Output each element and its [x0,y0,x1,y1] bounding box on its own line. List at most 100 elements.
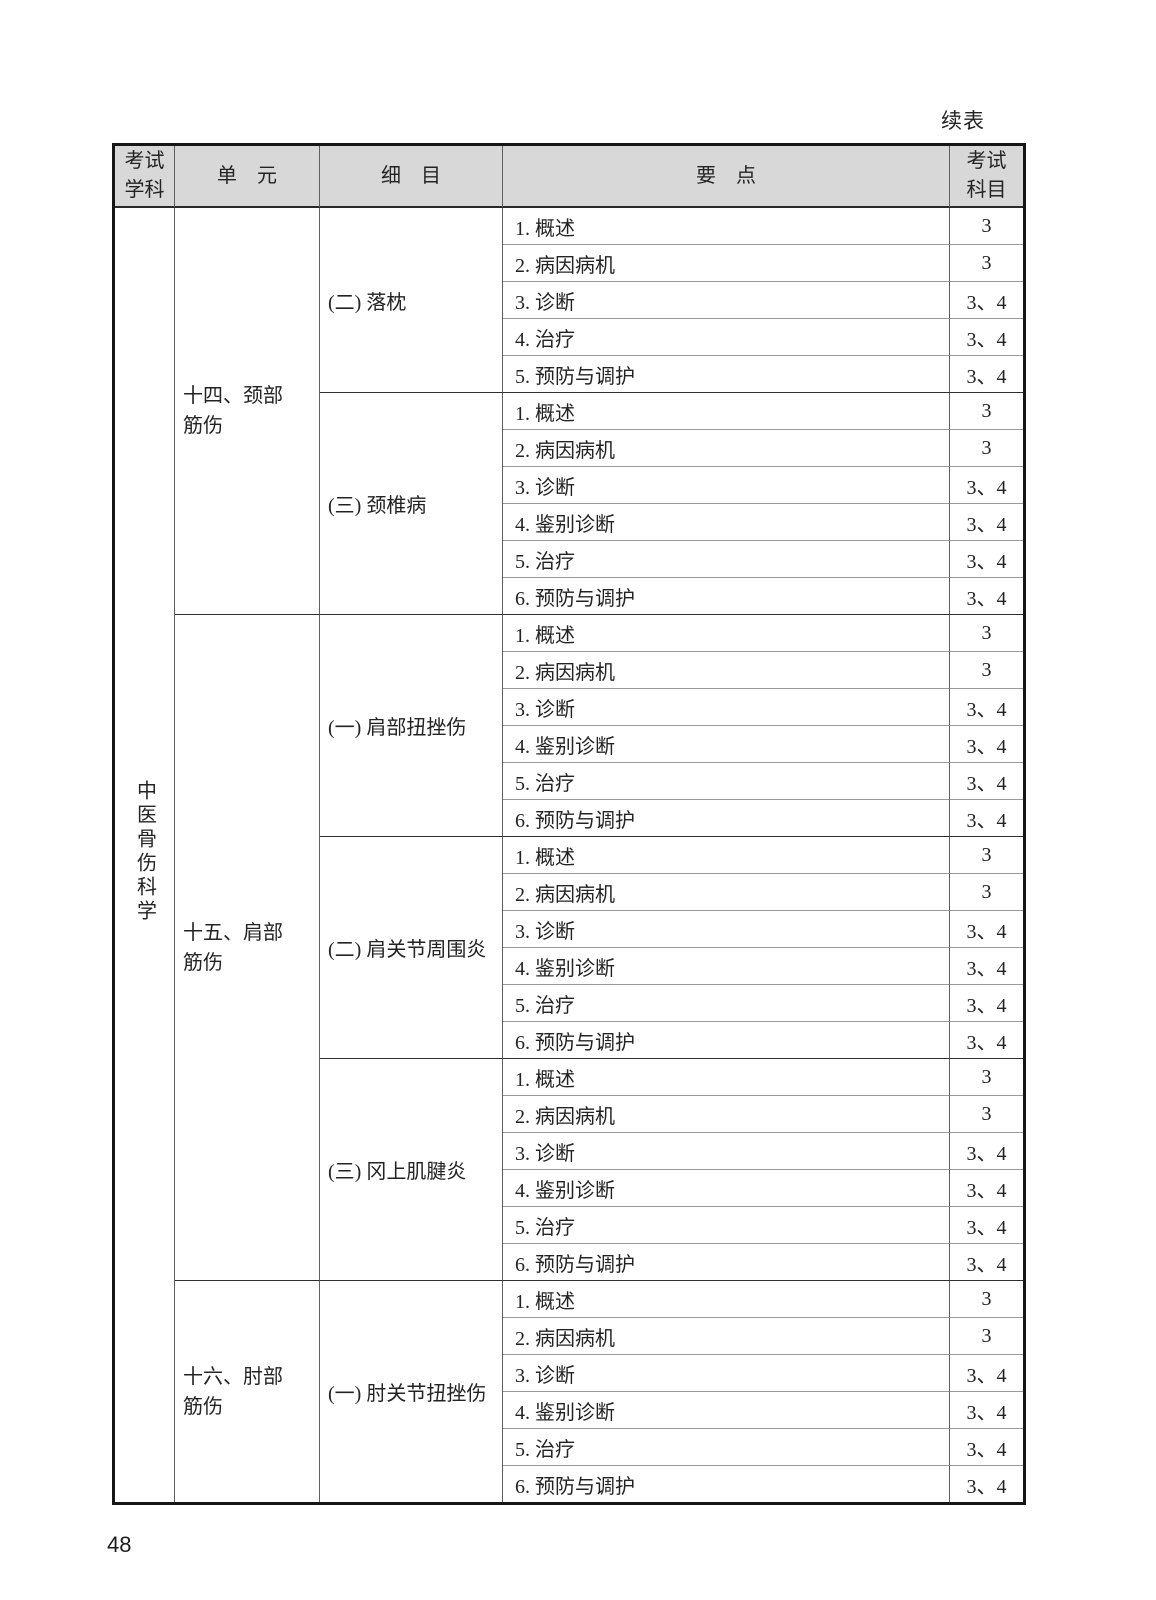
subject-cell: 3、4 [950,1022,1023,1059]
subject-cell: 3 [950,874,1023,911]
continued-table-label: 续表 [941,109,985,133]
table-row: 3. 诊断 3、4 [115,1133,1023,1170]
subject-cell: 3 [950,1059,1023,1096]
detail-cell: (一) 肩部扭挫伤 [320,615,503,837]
table-row: 2. 病因病机 3 [115,430,1023,467]
subject-cell: 3、4 [950,504,1023,541]
subject-cell: 3、4 [950,356,1023,393]
table-row: 5. 治疗 3、4 [115,1207,1023,1244]
point-cell: 3. 诊断 [503,467,950,504]
table-row: 2. 病因病机 3 [115,1096,1023,1133]
subject-cell: 3、4 [950,726,1023,763]
point-cell: 1. 概述 [503,393,950,430]
subject-cell: 3 [950,245,1023,282]
table-row: 5. 治疗 3、4 [115,985,1023,1022]
point-cell: 1. 概述 [503,1059,950,1096]
subject-cell: 3、4 [950,763,1023,800]
point-cell: 4. 鉴别诊断 [503,1392,950,1429]
table-row: 3. 诊断 3、4 [115,1355,1023,1392]
point-cell: 3. 诊断 [503,1133,950,1170]
point-cell: 2. 病因病机 [503,1318,950,1355]
table-row: 4. 鉴别诊断 3、4 [115,504,1023,541]
point-cell: 2. 病因病机 [503,1096,950,1133]
subject-cell: 3、4 [950,1133,1023,1170]
point-cell: 1. 概述 [503,208,950,245]
point-cell: 6. 预防与调护 [503,1244,950,1281]
table-row: 5. 治疗 3、4 [115,763,1023,800]
point-cell: 5. 治疗 [503,763,950,800]
subject-cell: 3、4 [950,467,1023,504]
subject-cell: 3、4 [950,985,1023,1022]
subject-cell: 3、4 [950,911,1023,948]
point-cell: 5. 治疗 [503,1207,950,1244]
header-cell-discipline: 考试 学科 [115,146,175,208]
point-cell: 2. 病因病机 [503,652,950,689]
point-cell: 3. 诊断 [503,1355,950,1392]
subject-cell: 3、4 [950,1170,1023,1207]
header-row: 考试 学科 单 元 细 目 要 点 考试 科目 [115,146,1023,208]
discipline-label: 中医骨伤科学 [133,780,156,924]
point-cell: 5. 治疗 [503,1429,950,1466]
table-row: 3. 诊断 3、4 [115,689,1023,726]
subject-cell: 3、4 [950,1355,1023,1392]
subject-cell: 3 [950,1096,1023,1133]
point-cell: 1. 概述 [503,837,950,874]
subject-cell: 3、4 [950,1207,1023,1244]
table-row: 3. 诊断 3、4 [115,467,1023,504]
subject-cell: 3、4 [950,948,1023,985]
point-cell: 6. 预防与调护 [503,800,950,837]
table-row: 5. 预防与调护 3、4 [115,356,1023,393]
point-cell: 4. 治疗 [503,319,950,356]
subject-cell: 3、4 [950,1429,1023,1466]
point-cell: 2. 病因病机 [503,874,950,911]
point-cell: 5. 预防与调护 [503,356,950,393]
subject-cell: 3、4 [950,1392,1023,1429]
table-row: 4. 治疗 3、4 [115,319,1023,356]
table-row: 十五、肩部 筋伤 (一) 肩部扭挫伤 1. 概述 3 [115,615,1023,1281]
table-row: 3. 诊断 3、4 [115,282,1023,319]
table-row: 中医骨伤科学 十四、颈部 筋伤 (二) 落枕 1. 概述 3 [115,208,1023,1502]
subject-cell: 3、4 [950,689,1023,726]
table-row: 2. 病因病机 3 [115,1318,1023,1355]
table-row: 6. 预防与调护 3、4 [115,800,1023,837]
table-row: 2. 病因病机 3 [115,245,1023,282]
subject-cell: 3、4 [966,1475,1007,1498]
subject-cell: 3 [950,430,1023,467]
point-cell: 4. 鉴别诊断 [503,1170,950,1207]
point-cell: 5. 治疗 [503,541,950,578]
point-cell: 6. 预防与调护 [503,1022,950,1059]
table-row: 6. 预防与调护 3、4 [115,578,1023,615]
point-cell: 2. 病因病机 [503,430,950,467]
point-cell: 5. 治疗 [503,985,950,1022]
table-row: (三) 颈椎病 1. 概述 3 [115,393,1023,615]
subject-cell: 3、4 [950,541,1023,578]
exam-syllabus-table: 考试 学科 单 元 细 目 要 点 考试 科目 中医骨伤科学 十四、颈部 筋伤 … [112,143,1026,1505]
point-cell: 1. 概述 [503,615,950,652]
table-row: 2. 病因病机 3 [115,652,1023,689]
subject-cell: 3 [950,652,1023,689]
table-row: 5. 治疗 3、4 [115,541,1023,578]
table-row: 6. 预防与调护 3、4 [115,1244,1023,1281]
subject-cell: 3、4 [950,800,1023,837]
subject-cell: 3 [950,1281,1023,1318]
header-cell-detail: 细 目 [320,146,503,208]
table-row: 十六、肘部 筋伤 (一) 肘关节扭挫伤 1. 概述 3 [115,1281,1023,1502]
page-number: 48 [107,1532,132,1557]
detail-cell: (三) 冈上肌腱炎 [320,1059,503,1281]
table-row: 4. 鉴别诊断 3、4 [115,1392,1023,1429]
table-row: 6. 预防与调护 3、4 [115,1022,1023,1059]
table-row: 4. 鉴别诊断 3、4 [115,1170,1023,1207]
subject-cell: 3 [950,393,1023,430]
table-row: 4. 鉴别诊断 3、4 [115,726,1023,763]
point-cell: 6. 预防与调护 [503,578,950,615]
header-cell-points: 要 点 [503,146,950,208]
table-row: 2. 病因病机 3 [115,874,1023,911]
unit-cell: 十四、颈部 筋伤 [175,208,320,615]
table-row: 3. 诊断 3、4 [115,911,1023,948]
discipline-cell: 中医骨伤科学 [115,208,175,1502]
point-cell: 3. 诊断 [503,282,950,319]
table-row: (三) 冈上肌腱炎 1. 概述 3 [115,1059,1023,1281]
table-row: 4. 鉴别诊断 3、4 [115,948,1023,985]
subject-cell: 3 [950,615,1023,652]
point-cell: 4. 鉴别诊断 [503,504,950,541]
